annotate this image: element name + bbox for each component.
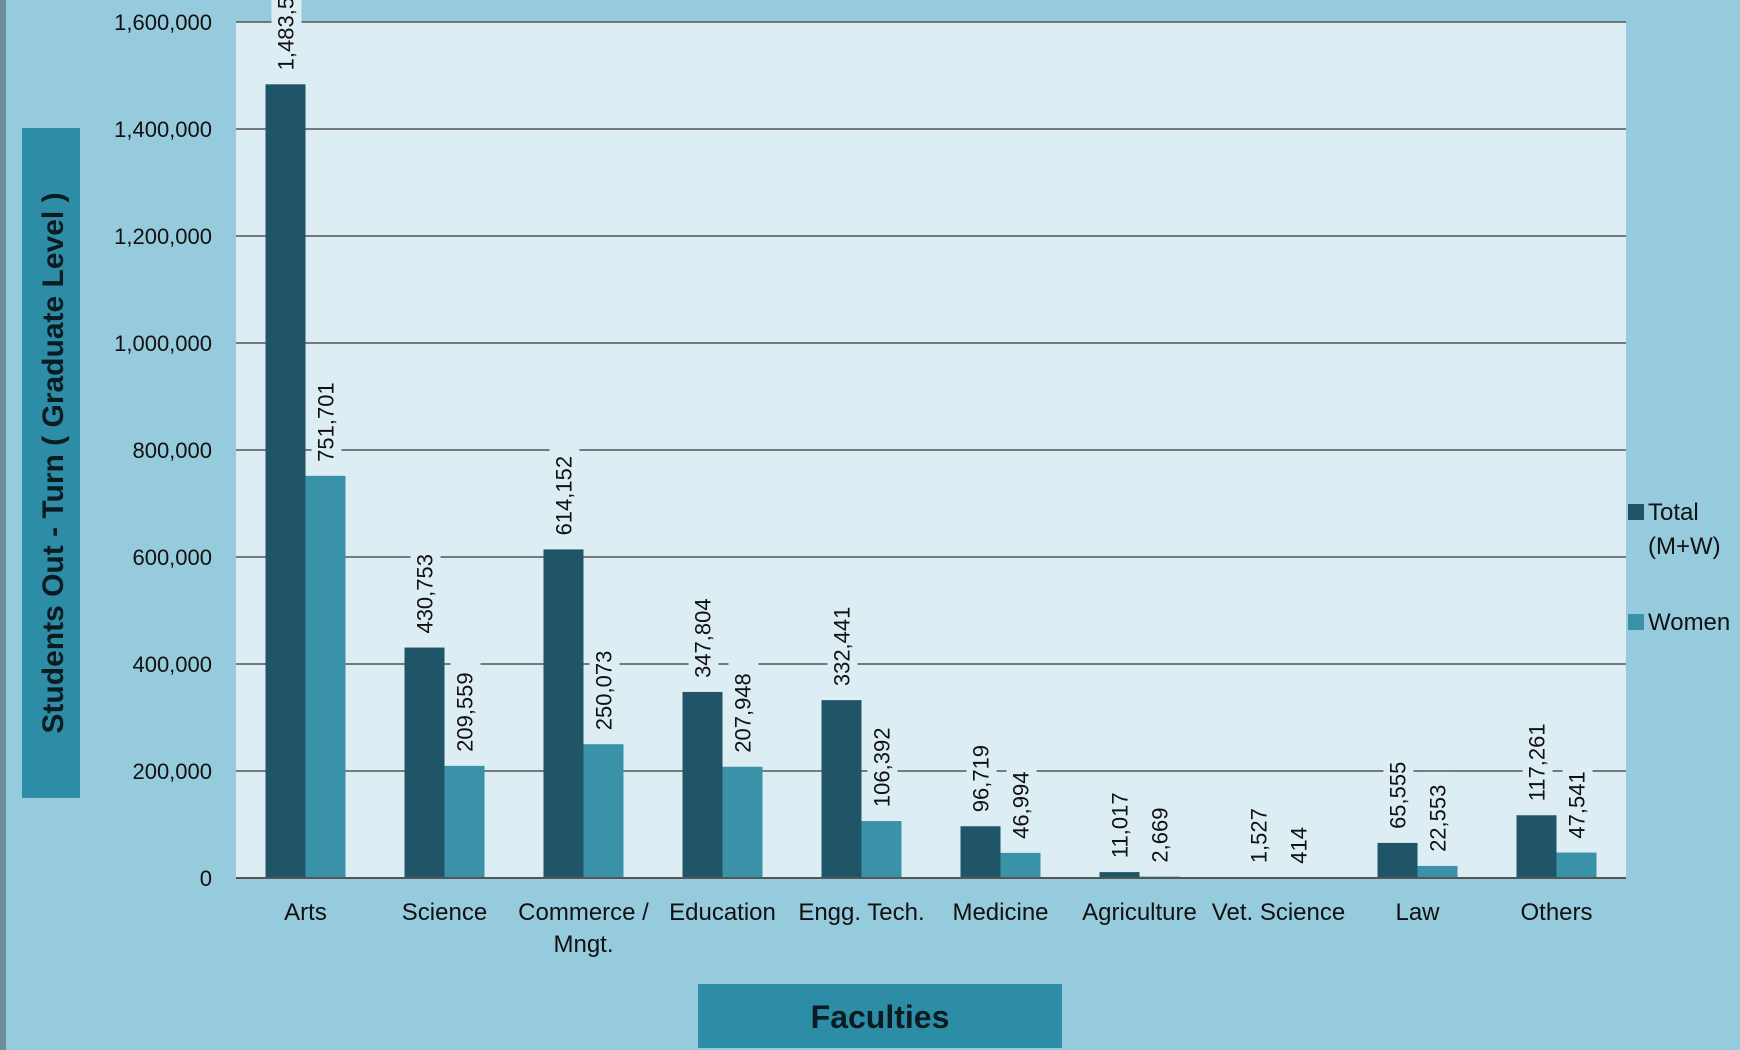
bar-women	[444, 765, 485, 878]
bar-women	[722, 766, 763, 878]
data-label-bg	[1244, 795, 1275, 869]
x-category-label: Arts	[284, 899, 327, 926]
data-label-bg	[688, 585, 719, 683]
data-label: 347,804	[691, 598, 716, 678]
y-tick-label: 200,000	[132, 759, 212, 784]
data-label: 250,073	[592, 651, 617, 731]
data-label: 207,948	[731, 673, 756, 753]
data-label: 414	[1287, 827, 1312, 864]
data-label-bg	[1145, 795, 1176, 868]
data-label-bg	[1284, 821, 1315, 869]
bar-total	[960, 826, 1001, 878]
bar-women	[305, 475, 346, 878]
x-category-label: Vet. Science	[1212, 899, 1345, 926]
bar-total	[404, 647, 445, 878]
data-label: 11,017	[1108, 792, 1133, 858]
data-label: 117,261	[1525, 723, 1550, 801]
y-tick-label: 1,000,000	[114, 331, 212, 356]
x-axis-title-box: Faculties	[698, 984, 1062, 1048]
data-label: 430,753	[413, 554, 438, 634]
data-label-bg	[1522, 708, 1553, 807]
data-label-bg	[728, 660, 759, 758]
data-label-bg	[1105, 778, 1136, 864]
data-label-bg	[589, 637, 620, 736]
y-axis-title: Students Out - Turn ( Graduate Level )	[37, 192, 70, 733]
legend-swatch	[1628, 614, 1644, 630]
data-label-bg	[1383, 748, 1414, 834]
x-category-label: Medicine	[952, 899, 1048, 926]
data-label: 46,994	[1009, 772, 1034, 839]
bar-women	[861, 821, 902, 878]
y-axis-ticks: 0 200,000 400,000 600,000 800,000 1,000,000 1,…	[114, 10, 212, 891]
bar-total	[821, 700, 862, 878]
data-label-bg	[450, 659, 481, 757]
legend-label: (M+W)	[1648, 533, 1721, 560]
data-label: 96,719	[969, 745, 994, 812]
bar-women	[1556, 852, 1597, 878]
y-tick-label: 1,200,000	[114, 224, 212, 249]
data-label-bg	[311, 369, 342, 467]
x-category-label: Engg. Tech.	[798, 899, 924, 926]
y-axis-title-box: Students Out - Turn ( Graduate Level )	[22, 128, 80, 798]
data-label: 106,392	[870, 728, 895, 808]
y-tick-label: 1,600,000	[114, 10, 212, 35]
bar-total	[543, 549, 584, 878]
y-tick-label: 0	[200, 866, 212, 891]
legend-label: Women	[1648, 609, 1730, 636]
data-label: 1,483,526	[274, 0, 299, 70]
x-category-label: Mngt.	[553, 931, 613, 958]
bar-total	[1377, 842, 1418, 878]
data-label: 209,559	[453, 672, 478, 752]
data-label: 2,669	[1148, 808, 1173, 863]
bar-total	[1516, 815, 1557, 878]
data-label-bg	[966, 732, 997, 818]
data-label-bg	[867, 714, 898, 813]
bar-women	[583, 744, 624, 878]
data-label: 22,553	[1426, 785, 1451, 852]
x-category-label: Science	[402, 899, 487, 926]
x-category-label: Agriculture	[1082, 899, 1197, 926]
x-category-label: Education	[669, 899, 776, 926]
bars	[265, 84, 1597, 879]
bar-total	[1099, 872, 1140, 878]
data-label-bg	[1006, 758, 1037, 844]
data-label-bg	[1562, 758, 1593, 844]
bar-women	[1000, 852, 1041, 878]
bar-total	[682, 691, 723, 878]
data-label: 1,527	[1247, 808, 1272, 863]
x-category-label: Law	[1395, 899, 1440, 926]
data-label-bg	[1423, 771, 1454, 857]
y-tick-label: 800,000	[132, 438, 212, 463]
x-category-label: Others	[1520, 899, 1592, 926]
y-tick-label: 600,000	[132, 545, 212, 570]
y-tick-label: 400,000	[132, 652, 212, 677]
y-tick-label: 1,400,000	[114, 117, 212, 142]
legend-label: Total	[1648, 499, 1699, 526]
data-label: 65,555	[1386, 762, 1411, 829]
x-category-label: Commerce /	[518, 899, 649, 926]
bar-chart: 0 200,000 400,000 600,000 800,000 1,000,000 1,…	[22, 0, 1730, 1048]
legend-swatch	[1628, 504, 1644, 520]
data-label-bg	[410, 541, 441, 639]
data-label-bg	[549, 442, 580, 541]
legend: Total (M+W) Women	[1628, 499, 1730, 636]
data-labels: 1,483,526 751,701 430,753 209,559 614,152 250…	[271, 0, 1593, 869]
x-axis-title: Faculties	[811, 999, 950, 1035]
x-axis-categories: Arts Science Commerce / Mngt. Education Engg.…	[284, 899, 1592, 958]
data-label: 751,701	[314, 382, 339, 462]
data-label: 614,152	[552, 456, 577, 536]
bar-women	[1417, 865, 1458, 878]
data-label: 47,541	[1565, 771, 1590, 838]
bar-total	[265, 84, 306, 878]
data-label-bg	[827, 593, 858, 692]
data-label: 332,441	[830, 607, 855, 687]
data-label-bg	[271, 0, 302, 76]
